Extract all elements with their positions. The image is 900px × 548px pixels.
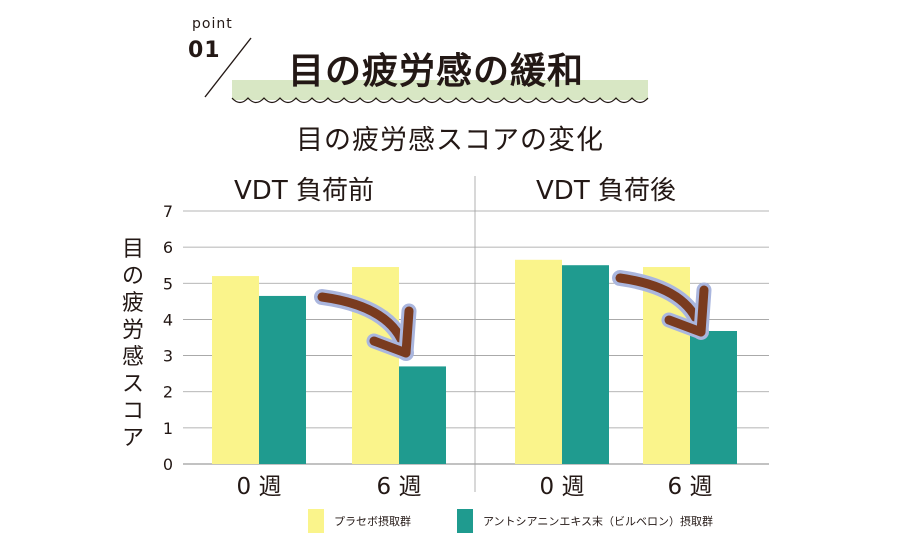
x-tick-label: 0 週 xyxy=(540,474,585,500)
bar xyxy=(515,259,562,464)
legend-swatch-placebo xyxy=(308,509,324,533)
bar xyxy=(399,366,446,464)
y-axis-label-char: ス xyxy=(121,372,144,397)
panel-title-after: VDT 負荷後 xyxy=(536,176,676,206)
y-axis-label-char: 疲 xyxy=(121,291,144,316)
arrow-head xyxy=(369,306,414,358)
chart-title: 目の疲労感スコアの変化 xyxy=(296,125,604,156)
y-tick-label: 0 xyxy=(163,455,173,474)
bar xyxy=(352,267,399,464)
y-axis-label-char: コ xyxy=(121,399,144,424)
y-axis-label-char: ア xyxy=(121,426,144,451)
slash-divider xyxy=(204,37,252,98)
y-tick-label: 6 xyxy=(163,238,173,257)
legend-swatch-bilberry xyxy=(457,509,473,533)
bar xyxy=(562,265,609,464)
y-axis-label-char: 労 xyxy=(121,318,144,343)
arrow-head xyxy=(664,285,709,337)
bar xyxy=(259,295,306,464)
headline-banner xyxy=(232,80,648,100)
y-tick-label: 7 xyxy=(163,202,173,221)
legend-item-bilberry: アントシアニンエキス末（ビルベロン）摂取群 xyxy=(457,509,713,533)
axis-labels: 0 1 2 3 4 5 6 7 0 週 6 週 0 週 6 週 xyxy=(163,202,713,500)
panel-title-before: VDT 負荷前 xyxy=(234,176,374,206)
x-tick-label: 6 週 xyxy=(668,474,713,500)
y-tick-label: 2 xyxy=(163,383,173,402)
bar xyxy=(212,276,259,464)
y-tick-label: 3 xyxy=(163,347,173,366)
y-tick-label: 1 xyxy=(163,419,173,438)
trend-arrows xyxy=(314,270,712,361)
bar xyxy=(690,330,737,464)
legend-label-placebo: プラセボ摂取群 xyxy=(334,515,411,528)
y-axis-label-char: の xyxy=(121,264,144,289)
point-label: point xyxy=(192,16,233,32)
y-axis-label: 目の疲労感スコア xyxy=(118,236,148,452)
bars xyxy=(212,259,737,464)
headline: 目の疲労感の緩和 xyxy=(288,51,585,92)
y-axis-label-char: 感 xyxy=(121,345,144,370)
x-tick-label: 6 週 xyxy=(377,474,422,500)
point-number: 01 xyxy=(188,38,221,63)
x-tick-label: 0 週 xyxy=(237,474,282,500)
y-axis-label-char: 目 xyxy=(121,237,144,262)
legend-item-placebo: プラセボ摂取群 xyxy=(308,509,411,533)
y-tick-label: 5 xyxy=(163,274,173,293)
legend-label-bilberry: アントシアニンエキス末（ビルベロン）摂取群 xyxy=(483,515,714,528)
y-tick-label: 4 xyxy=(163,310,173,329)
banner-scallop xyxy=(231,97,649,104)
